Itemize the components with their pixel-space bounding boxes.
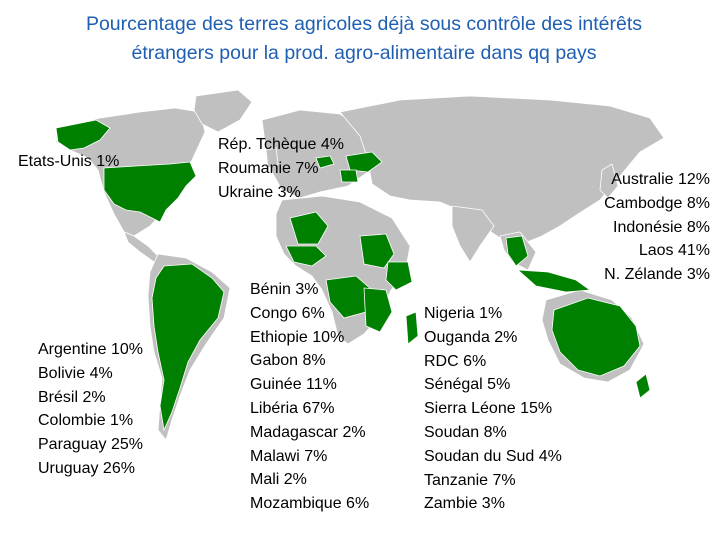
label-uruguay: Uruguay 26% [38,459,135,477]
label-group-south-america: Argentine 10% Bolivie 4% Brésil 2% Colom… [38,338,143,481]
label-romania: Roumanie 7% [218,159,319,177]
label-madagascar: Madagascar 2% [250,423,366,441]
greenland-land [193,89,253,133]
east-africa-region [363,287,393,333]
highlighted-countries [55,119,651,432]
label-mali: Mali 2% [250,471,307,489]
title-line-1: Pourcentage des terres agricoles déjà so… [85,13,643,35]
asia-land [339,95,665,245]
label-tanzania: Tanzanie 7% [424,471,516,489]
label-sierra-leone: Sierra Léone 15% [424,400,553,418]
label-usa: Etats-Unis 1% [18,153,120,170]
label-czech-republic: Rép. Tchèque 4% [218,136,345,153]
ethiopia-region [385,261,413,291]
label-liberia: Libéria 67% [250,399,335,417]
sudan-region [359,233,395,269]
label-sudan: Soudan 8% [424,423,507,441]
new-zealand-region [635,373,651,399]
title-line-2: étrangers pour la prod. agro-alimentaire… [131,42,597,64]
japan-land [599,163,619,199]
label-group-africa-2: Nigeria 1% Ouganda 2% RDC 6% Sénégal 5% … [424,302,562,516]
south-america-region [151,263,225,432]
label-south-sudan: Soudan du Sud 4% [424,447,562,465]
label-bolivia: Bolivie 4% [38,364,113,382]
uk-land [265,147,279,169]
label-zambia: Zambie 3% [424,495,505,513]
label-colombia: Colombie 1% [38,412,134,430]
label-ethiopia: Ethiopie 10% [250,328,345,346]
label-indonesia: Indonésie 8% [613,218,710,236]
label-australia: Australie 12% [611,171,710,188]
label-argentina: Argentine 10% [38,341,143,358]
label-congo: Congo 6% [250,304,325,322]
label-senegal: Sénégal 5% [424,376,511,394]
label-new-zealand: N. Zélande 3% [604,266,710,284]
label-drc: RDC 6% [424,352,487,370]
west-africa-region [285,245,327,267]
label-group-africa-1: Bénin 3% Congo 6% Ethiopie 10% Gabon 8% … [250,278,369,516]
label-mozambique: Mozambique 6% [250,495,370,513]
india-land [451,205,495,263]
czech-republic-region [315,155,335,169]
map-title: Pourcentage des terres agricoles déjà so… [0,10,728,68]
label-malawi: Malawi 7% [250,447,328,465]
label-laos: Laos 41% [638,242,710,260]
usa-alaska-region [55,119,111,151]
label-guinea: Guinée 11% [250,376,337,394]
australia-region [551,297,641,377]
label-paraguay: Paraguay 25% [38,436,143,454]
romania-region [339,169,359,183]
usa-region [103,161,197,223]
ukraine-region [345,151,383,173]
indochina-region [505,235,529,267]
label-uganda: Ouganda 2% [424,328,518,346]
madagascar-region [405,311,419,345]
label-benin: Bénin 3% [250,281,319,298]
label-group-asia-pacific: Australie 12% Cambodge 8% Indonésie 8% L… [604,168,710,287]
central-america-land [123,231,161,263]
label-cambodia: Cambodge 8% [604,194,710,212]
mali-region [289,211,329,245]
label-nigeria: Nigeria 1% [424,305,503,322]
label-ukraine: Ukraine 3% [218,183,301,201]
label-brazil: Brésil 2% [38,388,106,406]
indonesia-region [516,269,592,293]
label-gabon: Gabon 8% [250,352,326,370]
label-group-europe: Rép. Tchèque 4% Roumanie 7% Ukraine 3% [218,133,344,204]
